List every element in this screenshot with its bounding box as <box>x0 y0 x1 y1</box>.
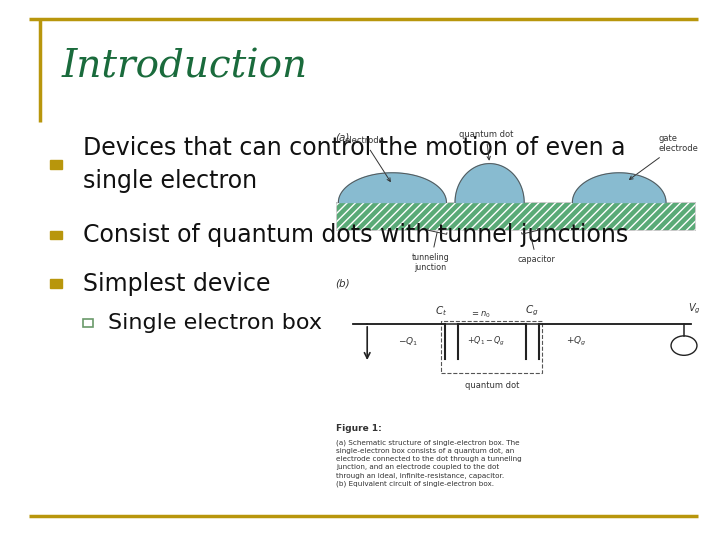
Text: Introduction: Introduction <box>61 49 307 86</box>
Text: Single electron box: Single electron box <box>108 313 322 333</box>
Text: gate
electrode: gate electrode <box>629 134 698 179</box>
Text: $V_g$: $V_g$ <box>688 301 701 316</box>
Text: Devices that can control the motion of even a
single electron: Devices that can control the motion of e… <box>83 136 625 193</box>
Text: (a) Schematic structure of single-electron box. The
single-electron box consists: (a) Schematic structure of single-electr… <box>336 439 522 487</box>
Text: $-Q_1$: $-Q_1$ <box>398 335 418 348</box>
Text: (b): (b) <box>335 279 349 288</box>
Bar <box>83 319 93 327</box>
Polygon shape <box>572 173 666 202</box>
Polygon shape <box>338 173 446 202</box>
Text: tunneling
junction: tunneling junction <box>412 228 449 272</box>
Text: $=n_0$: $=n_0$ <box>470 309 491 320</box>
Bar <box>441 321 542 373</box>
Text: electrode: electrode <box>344 136 390 181</box>
Bar <box>336 202 695 230</box>
Bar <box>50 231 62 239</box>
Text: Figure 1:: Figure 1: <box>336 424 382 433</box>
Text: quantum dot: quantum dot <box>459 130 513 160</box>
Text: Consist of quantum dots with tunnel junctions: Consist of quantum dots with tunnel junc… <box>83 223 628 247</box>
Bar <box>50 279 62 288</box>
Bar <box>50 160 62 169</box>
Text: $C_t$: $C_t$ <box>435 303 448 318</box>
Text: $+Q_g$: $+Q_g$ <box>566 335 586 348</box>
Text: quantum dot: quantum dot <box>464 381 519 390</box>
Polygon shape <box>455 164 524 202</box>
Text: Simplest device: Simplest device <box>83 272 270 295</box>
Text: $+Q_1 -Q_g$: $+Q_1 -Q_g$ <box>467 335 505 348</box>
Text: $C_g$: $C_g$ <box>526 303 539 318</box>
Text: capacitor: capacitor <box>518 229 555 264</box>
Text: (a): (a) <box>335 133 349 143</box>
Bar <box>336 202 695 230</box>
